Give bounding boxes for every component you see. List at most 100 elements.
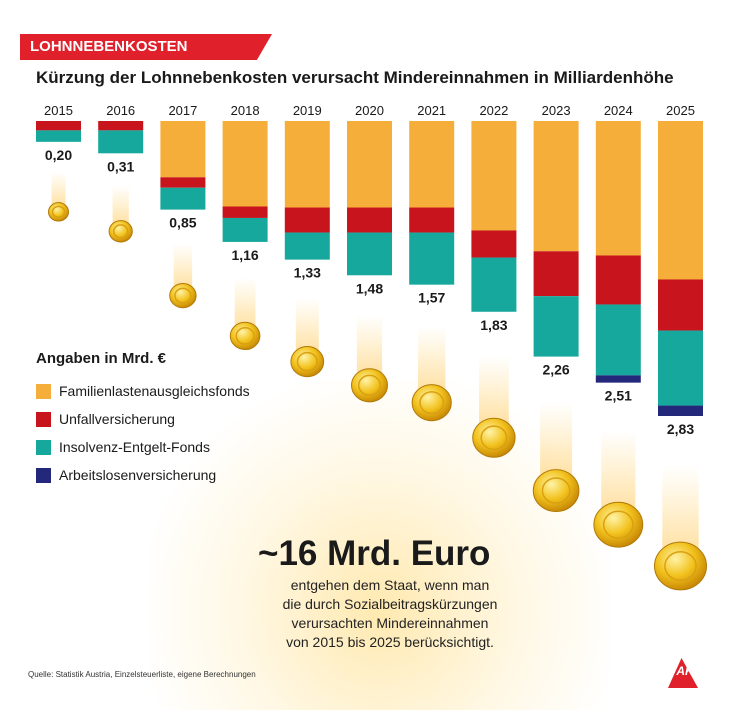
coin-icon — [532, 469, 580, 513]
legend-swatch — [36, 383, 51, 399]
legend-label: Unfallversicherung — [59, 411, 175, 427]
year-label: 2021 — [417, 103, 446, 118]
coin-trail — [51, 171, 66, 212]
bar-segment-2025-1 — [658, 121, 703, 280]
coin-icon — [472, 417, 516, 458]
total-label: 2,51 — [605, 388, 632, 404]
subtext-line: verursachten Mindereinnahmen — [291, 615, 489, 631]
legend-item-unfall: Unfallversicherung — [36, 405, 250, 433]
subtext-line: von 2015 bis 2025 berücksichtigt. — [286, 634, 494, 650]
coin-icon — [351, 368, 388, 403]
bar-segment-2025-2 — [658, 279, 703, 331]
coin-inner-ring — [235, 327, 255, 345]
bar-segment-2019-1 — [284, 121, 330, 208]
bar-segment-2022-1 — [471, 121, 517, 231]
bar-segment-2016-2 — [98, 121, 144, 131]
coin-inner-ring — [602, 510, 634, 539]
bar-segment-2023-2 — [533, 251, 579, 297]
bar-segment-2025-3 — [658, 330, 703, 406]
total-label: 1,16 — [231, 247, 258, 263]
legend-title: Angaben in Mrd. € — [36, 350, 167, 367]
headline-subtext: entgehen dem Staat, wenn man die durch S… — [250, 576, 530, 652]
bar-segment-2019-2 — [284, 207, 330, 233]
total-label: 1,83 — [480, 317, 507, 333]
legend-swatch — [36, 439, 51, 455]
bar-segment-2018-2 — [222, 206, 268, 218]
bar-segment-2025-4 — [658, 405, 703, 416]
legend: Angaben in Mrd. € Familienlastenausgleic… — [36, 350, 250, 489]
year-label: 2023 — [542, 103, 571, 118]
bar-segment-2022-2 — [471, 230, 517, 258]
category-badge: LOHNNEBENKOSTEN — [20, 34, 272, 60]
year-label: 2024 — [604, 103, 633, 118]
year-label: 2015 — [44, 103, 73, 118]
bar-segment-2021-2 — [409, 207, 455, 233]
source-note: Quelle: Statistik Austria, Einzelsteuerl… — [28, 670, 256, 679]
total-label: 1,57 — [418, 290, 445, 306]
legend-swatch — [36, 411, 51, 427]
total-label: 1,33 — [294, 265, 321, 281]
coin-trail — [295, 297, 319, 362]
bar-segment-2017-2 — [160, 177, 206, 188]
bar-segment-2018-3 — [222, 217, 268, 242]
bar-segment-2017-3 — [160, 187, 206, 210]
total-label: 0,20 — [45, 147, 72, 163]
coin-trail — [112, 185, 129, 232]
bar-segment-2016-3 — [98, 130, 144, 154]
bar-segment-2021-1 — [409, 121, 455, 208]
bar-segment-2018-1 — [222, 121, 268, 207]
total-label: 2,26 — [542, 362, 569, 378]
bar-segment-2024-3 — [595, 304, 641, 376]
bar-segment-2023-3 — [533, 296, 579, 357]
year-label: 2016 — [106, 103, 135, 118]
coin-inner-ring — [541, 477, 571, 504]
total-label: 0,85 — [169, 215, 196, 231]
coin-icon — [169, 282, 197, 309]
coin-inner-ring — [174, 287, 192, 304]
bar-segment-2022-3 — [471, 257, 517, 312]
coin-icon — [48, 202, 69, 222]
coin-inner-ring — [51, 205, 66, 219]
coin-icon — [229, 321, 261, 351]
bar-segment-2017-1 — [160, 121, 206, 178]
legend-label: Familienlastenausgleichsfonds — [59, 383, 250, 399]
bar-segment-2024-4 — [595, 375, 641, 383]
legend-item-insolvenz: Insolvenz-Entgelt-Fonds — [36, 433, 250, 461]
headline-total: ~16 Mrd. Euro — [258, 534, 491, 573]
coin-inner-ring — [480, 425, 508, 451]
year-label: 2019 — [293, 103, 322, 118]
bar-segment-2015-3 — [36, 130, 81, 142]
coin-icon — [593, 501, 644, 548]
coin-inner-ring — [419, 391, 445, 415]
ak-logo-text: AK — [676, 664, 694, 678]
coin-inner-ring — [112, 224, 129, 239]
year-label: 2020 — [355, 103, 384, 118]
chart-title: Kürzung der Lohnnebenkosten verursacht M… — [36, 68, 674, 87]
coin-icon — [108, 220, 133, 243]
legend-label: Arbeitslosenversicherung — [59, 467, 217, 483]
coin-icon — [290, 346, 325, 378]
subtext-line: entgehen dem Staat, wenn man — [290, 577, 490, 593]
year-label: 2017 — [168, 103, 197, 118]
year-label: 2018 — [231, 103, 260, 118]
bar-segment-2019-3 — [284, 232, 330, 260]
bar-segment-2020-3 — [347, 232, 392, 276]
bar-segment-2015-2 — [36, 121, 81, 131]
bar-segment-2021-3 — [409, 232, 455, 285]
coin-inner-ring — [357, 374, 382, 396]
coin-trail — [234, 277, 256, 336]
legend-item-arbeitslosen: Arbeitslosenversicherung — [36, 461, 250, 489]
coin-trail — [173, 243, 193, 296]
bar-segment-2020-1 — [347, 121, 392, 208]
total-label: 2,83 — [667, 421, 694, 437]
total-label: 1,48 — [356, 280, 383, 296]
year-label: 2025 — [666, 103, 695, 118]
subtext-line: die durch Sozialbeitragskürzungen — [282, 596, 498, 612]
coin-icon — [411, 384, 452, 422]
legend-swatch — [36, 467, 51, 483]
total-label: 0,31 — [107, 158, 134, 174]
coin-icon — [654, 541, 707, 591]
bar-segment-2024-2 — [595, 255, 641, 305]
coin-inner-ring — [296, 351, 318, 372]
